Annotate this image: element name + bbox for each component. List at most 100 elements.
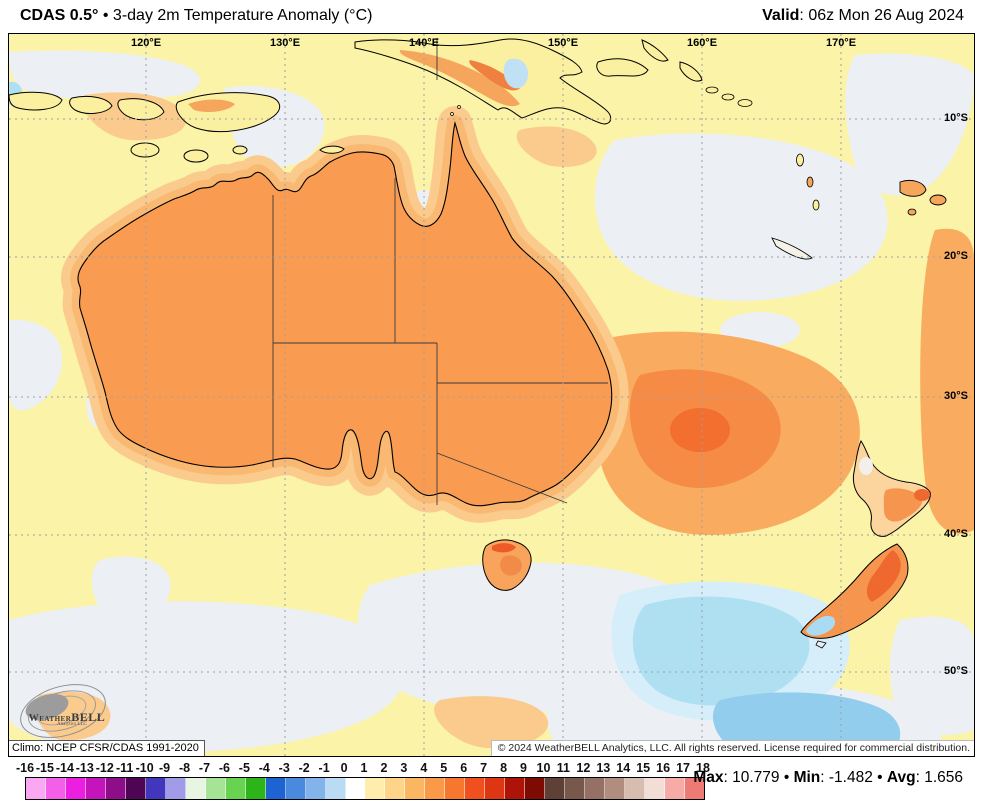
colorbar-segment — [165, 778, 186, 799]
copyright-note: © 2024 WeatherBELL Analytics, LLC. All r… — [490, 740, 974, 756]
colorbar-tick: -15 — [35, 761, 54, 775]
colorbar-tick: 15 — [636, 761, 651, 775]
tasmania — [482, 539, 532, 591]
logo-wordmark: WeatherBELL — [21, 708, 113, 726]
colorbar-segment — [505, 778, 526, 799]
weatherbell-logo: WeatherBELL Analytics LLC — [13, 674, 113, 748]
map-panel: 120°E 130°E 140°E 150°E 160°E 170°E 10°S 20°S 30… — [8, 33, 975, 757]
colorbar-tick: -2 — [298, 761, 310, 775]
colorbar-tick: 5 — [440, 761, 448, 775]
colorbar-tick: 3 — [400, 761, 408, 775]
colorbar-segment — [565, 778, 586, 799]
colorbar-segment — [665, 778, 685, 799]
ocean-warm-patches — [35, 92, 974, 748]
colorbar-tick: 8 — [500, 761, 508, 775]
new-zealand — [800, 439, 931, 649]
colorbar-segment — [125, 778, 146, 799]
colorbar-tick: 18 — [696, 761, 710, 775]
colorbar-tick: -6 — [218, 761, 230, 775]
colorbar — [25, 777, 705, 800]
colorbar-segment — [405, 778, 426, 799]
colorbar-tick: -5 — [238, 761, 250, 775]
colorbar-tick: -11 — [116, 761, 134, 775]
anomaly-map-canvas — [9, 34, 974, 756]
stat-label: Min — [793, 769, 821, 786]
colorbar-segment — [385, 778, 406, 799]
colorbar-tick: 4 — [420, 761, 428, 775]
logo-text-bell: BELL — [71, 710, 106, 724]
pacific-islands — [450, 105, 947, 260]
valid-label: Valid — [762, 7, 800, 24]
colorbar-tick: 11 — [556, 761, 571, 775]
stat-label: Max — [693, 769, 724, 786]
colorbar-tick: 10 — [536, 761, 551, 775]
colorbar-tick: 16 — [656, 761, 671, 775]
colorbar-segment — [425, 778, 446, 799]
colorbar-segment — [465, 778, 486, 799]
colorbar-segment — [185, 778, 206, 799]
page-title: CDAS 0.5° • 3-day 2m Temperature Anomaly… — [20, 7, 372, 25]
stat-value: : -1.482 • — [820, 769, 887, 786]
colorbar-tick: -8 — [178, 761, 191, 775]
logo-subtitle: Analytics LLC — [57, 722, 87, 727]
colorbar-tick: 2 — [380, 761, 388, 775]
colorbar-segment — [625, 778, 646, 799]
colorbar-tick: 7 — [480, 761, 488, 775]
state-borders — [272, 178, 608, 505]
colorbar-segment — [105, 778, 126, 799]
colorbar-tick: -4 — [258, 761, 270, 775]
colorbar-segment — [245, 778, 266, 799]
colorbar-segment — [85, 778, 106, 799]
graticule — [9, 34, 974, 756]
colorbar-segment — [305, 778, 326, 799]
colorbar-tick: -13 — [75, 761, 94, 775]
colorbar-tick: 14 — [616, 761, 631, 775]
colorbar-tick: -3 — [278, 761, 290, 775]
colorbar-segment — [225, 778, 246, 799]
header: CDAS 0.5° • 3-day 2m Temperature Anomaly… — [0, 0, 984, 33]
model-name: CDAS 0.5° — [20, 7, 99, 24]
stat-value: : 10.779 • — [723, 769, 794, 786]
colorbar-tick: -10 — [135, 761, 154, 775]
colorbar-tick: -7 — [198, 761, 211, 775]
stat-value: : 1.656 — [915, 769, 963, 786]
colorbar-segment — [65, 778, 86, 799]
colorbar-tick: -1 — [318, 761, 330, 775]
colorbar-segment — [345, 778, 366, 799]
colorbar-tick: -9 — [159, 761, 171, 775]
timor-warm-patch — [188, 99, 235, 112]
colorbar-tick: 9 — [520, 761, 527, 775]
colorbar-segment — [45, 778, 66, 799]
colorbar-segment — [445, 778, 466, 799]
colorbar-segment — [365, 778, 386, 799]
colorbar-tick-labels: -16 -15 -14 -13 -12 -11 -10 -9 -8 -7 -6 -5 -4 -3 -2 -1 0… — [16, 761, 710, 776]
colorbar-segment — [545, 778, 566, 799]
colorbar-segment — [585, 778, 606, 799]
stat-label: Avg — [886, 769, 916, 786]
colorbar-segment — [684, 778, 704, 799]
valid-value: : 06z Mon 26 Aug 2024 — [799, 7, 964, 24]
colorbar-tick: 17 — [676, 761, 690, 775]
colorbar-tick: -16 — [15, 761, 35, 775]
colorbar-tick: 12 — [576, 761, 591, 775]
new-guinea-region — [354, 38, 753, 125]
colorbar-segment — [485, 778, 506, 799]
colorbar-tick: -14 — [55, 761, 74, 775]
summary-stats: Max: 10.779 • Min: -1.482 • Avg: 1.656 — [693, 769, 963, 787]
colorbar-segment — [285, 778, 306, 799]
colorbar-tick: 6 — [460, 761, 468, 775]
colorbar-segment — [265, 778, 286, 799]
colorbar-segment — [605, 778, 626, 799]
colorbar-segment — [205, 778, 226, 799]
title-description: • 3-day 2m Temperature Anomaly (°C) — [98, 7, 373, 24]
colorbar-segment — [645, 778, 665, 799]
colorbar-segment — [525, 778, 546, 799]
colorbar-segment — [325, 778, 346, 799]
climo-note: Climo: NCEP CFSR/CDAS 1991-2020 — [9, 740, 205, 756]
colorbar-segment — [26, 778, 46, 799]
colorbar-tick: -12 — [95, 761, 114, 775]
colorbar-tick: 0 — [340, 761, 348, 775]
colorbar-tick: 13 — [596, 761, 611, 775]
colorbar-tick: 1 — [360, 761, 368, 775]
